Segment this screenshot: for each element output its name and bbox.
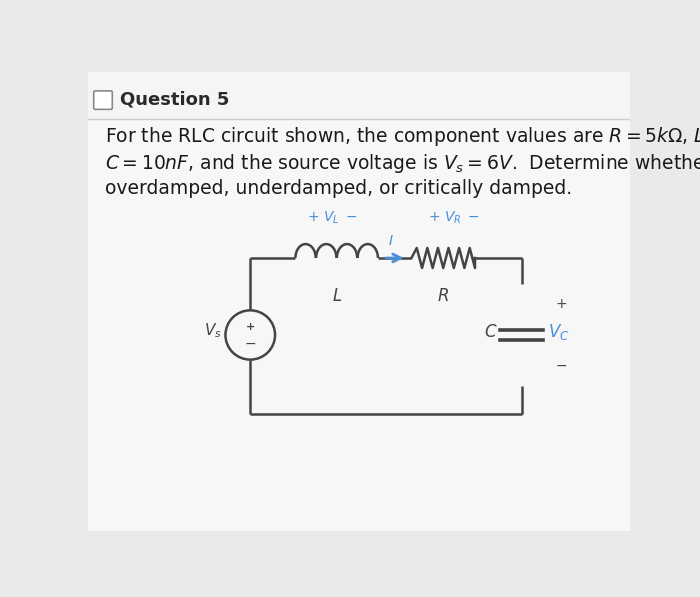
- Text: +: +: [246, 322, 255, 331]
- Text: $V_s$: $V_s$: [204, 321, 222, 340]
- FancyBboxPatch shape: [88, 119, 630, 531]
- Text: $C = 10nF$, and the source voltage is $V_s = 6V$.  Determine whether this circu: $C = 10nF$, and the source voltage is $V…: [104, 152, 700, 175]
- Text: $L$: $L$: [332, 287, 342, 305]
- Text: For the RLC circuit shown, the component values are $R = 5k\Omega$, $L = 45mH$,: For the RLC circuit shown, the component…: [104, 125, 700, 148]
- Text: $V_C$: $V_C$: [548, 322, 569, 342]
- Text: $R$: $R$: [438, 287, 449, 305]
- Text: −: −: [556, 359, 568, 373]
- Text: $+\ V_L\ -$: $+\ V_L\ -$: [307, 209, 358, 226]
- Text: −: −: [244, 337, 256, 351]
- Text: +: +: [556, 297, 568, 311]
- Text: $+\ V_R\ -$: $+\ V_R\ -$: [428, 209, 480, 226]
- FancyBboxPatch shape: [88, 72, 630, 119]
- Text: overdamped, underdamped, or critically damped.: overdamped, underdamped, or critically d…: [104, 179, 572, 198]
- Text: Question 5: Question 5: [120, 90, 230, 109]
- Text: $I$: $I$: [388, 234, 394, 248]
- FancyBboxPatch shape: [94, 91, 112, 109]
- Text: $C$: $C$: [484, 323, 497, 341]
